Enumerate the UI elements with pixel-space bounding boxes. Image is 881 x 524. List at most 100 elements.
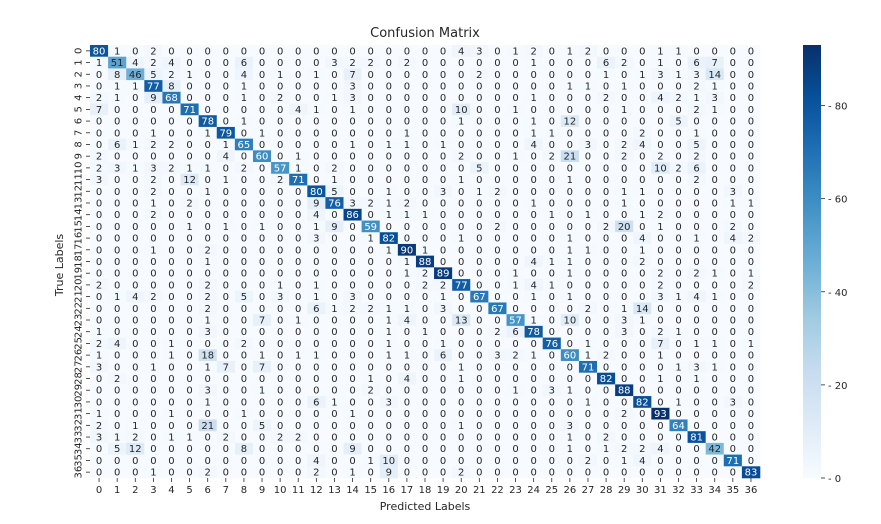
heatmap-cell	[741, 314, 761, 327]
y-tick-label: 19	[74, 267, 85, 280]
cell-value-label: 0	[422, 81, 428, 92]
heatmap-cell	[289, 255, 308, 268]
cell-value-label: 0	[168, 175, 174, 186]
cell-value-label: 0	[730, 140, 736, 151]
cell-value-label: 0	[295, 187, 301, 198]
heatmap-cell	[452, 80, 471, 93]
heatmap-cell	[488, 103, 507, 116]
cell-value-label: 0	[114, 245, 120, 256]
heatmap-cell	[669, 232, 688, 245]
heatmap-cell	[578, 302, 598, 315]
heatmap-cell	[216, 220, 236, 233]
cell-value-label: 0	[549, 58, 555, 69]
heatmap-cell	[361, 103, 381, 116]
cell-value-label: 0	[313, 362, 319, 373]
cell-value-label: 0	[512, 304, 518, 315]
cell-value-label: 0	[150, 339, 156, 350]
heatmap-cell	[597, 197, 616, 210]
cell-value-label: 4	[458, 46, 464, 57]
cell-value-label: 0	[639, 292, 645, 303]
heatmap-cell	[216, 68, 236, 81]
heatmap-cell	[687, 115, 706, 128]
cell-value-label: 0	[349, 222, 355, 233]
heatmap-cell	[741, 337, 761, 350]
cell-value-label: 0	[386, 117, 392, 128]
cell-value-label: 0	[440, 456, 446, 467]
cell-value-label: 0	[114, 105, 120, 116]
cell-value-label: 0	[404, 152, 410, 163]
cell-value-label: 3	[549, 386, 555, 397]
heatmap-cell	[506, 208, 525, 221]
heatmap-cell	[361, 349, 381, 362]
cell-value-label: 0	[96, 444, 102, 455]
heatmap-cell	[90, 80, 109, 93]
cell-value-label: 0	[132, 257, 138, 268]
cell-value-label: 0	[331, 327, 337, 338]
cell-value-label: 0	[693, 386, 699, 397]
heatmap-cell	[90, 115, 109, 128]
cell-value-label: 77	[147, 81, 160, 92]
cell-value-label: 1	[241, 409, 247, 420]
heatmap-cell	[651, 243, 670, 256]
cell-value-label: 0	[96, 128, 102, 139]
cell-value-label: 0	[494, 386, 500, 397]
cell-value-label: 0	[150, 316, 156, 327]
cell-value-label: 0	[132, 105, 138, 116]
cell-value-label: 0	[603, 269, 609, 280]
heatmap-cell	[687, 197, 706, 210]
cell-value-label: 0	[530, 70, 536, 81]
cell-value-label: 71	[726, 456, 739, 467]
heatmap-cell	[633, 91, 652, 104]
heatmap-cell	[252, 162, 272, 175]
cell-value-label: 0	[295, 70, 301, 81]
heatmap-cell	[90, 267, 109, 280]
cell-value-label: 0	[549, 433, 555, 444]
cell-value-label: 0	[603, 117, 609, 128]
heatmap-cell	[144, 173, 163, 186]
heatmap-cell	[180, 150, 199, 163]
cell-value-label: 0	[675, 140, 681, 151]
cell-value-label: 0	[693, 245, 699, 256]
cell-value-label: 0	[205, 210, 211, 221]
heatmap-cell	[271, 314, 290, 327]
cell-value-label: 0	[223, 280, 229, 291]
heatmap-cell	[560, 115, 580, 128]
heatmap-cell	[524, 173, 543, 186]
heatmap-cell	[271, 290, 290, 303]
heatmap-cell	[216, 150, 236, 163]
cell-value-label: 0	[422, 292, 428, 303]
cell-value-label: 0	[205, 444, 211, 455]
x-tick-label: 36	[745, 485, 758, 496]
heatmap-cell	[723, 220, 743, 233]
heatmap-cell	[687, 56, 706, 69]
heatmap-cell	[234, 290, 254, 303]
heatmap-cell	[180, 243, 199, 256]
cell-value-label: 78	[201, 117, 214, 128]
cell-value-label: 0	[512, 421, 518, 432]
cell-value-label: 0	[205, 269, 211, 280]
heatmap-cell	[325, 267, 344, 280]
cell-value-label: 4	[639, 234, 645, 245]
cell-value-label: 1	[621, 105, 627, 116]
heatmap-cell	[108, 68, 127, 81]
cell-value-label: 0	[277, 117, 283, 128]
x-tick-label: 33	[690, 485, 703, 496]
heatmap-cell	[524, 208, 543, 221]
cell-value-label: 0	[693, 421, 699, 432]
cell-value-label: 0	[168, 152, 174, 163]
cell-value-label: 0	[277, 140, 283, 151]
heatmap-cell	[578, 220, 598, 233]
heatmap-cell	[506, 115, 525, 128]
heatmap-cell	[216, 56, 236, 69]
cell-value-label: 0	[241, 198, 247, 209]
cell-value-label: 0	[132, 386, 138, 397]
cell-value-label: 0	[748, 222, 754, 233]
cell-value-label: 1	[114, 93, 120, 104]
heatmap-cell	[379, 91, 399, 104]
cell-value-label: 1	[241, 117, 247, 128]
heatmap-cell	[307, 208, 326, 221]
heatmap-cell	[307, 45, 326, 57]
cell-value-label: 1	[386, 316, 392, 327]
heatmap-cell	[597, 255, 616, 268]
cell-value-label: 0	[223, 46, 229, 57]
